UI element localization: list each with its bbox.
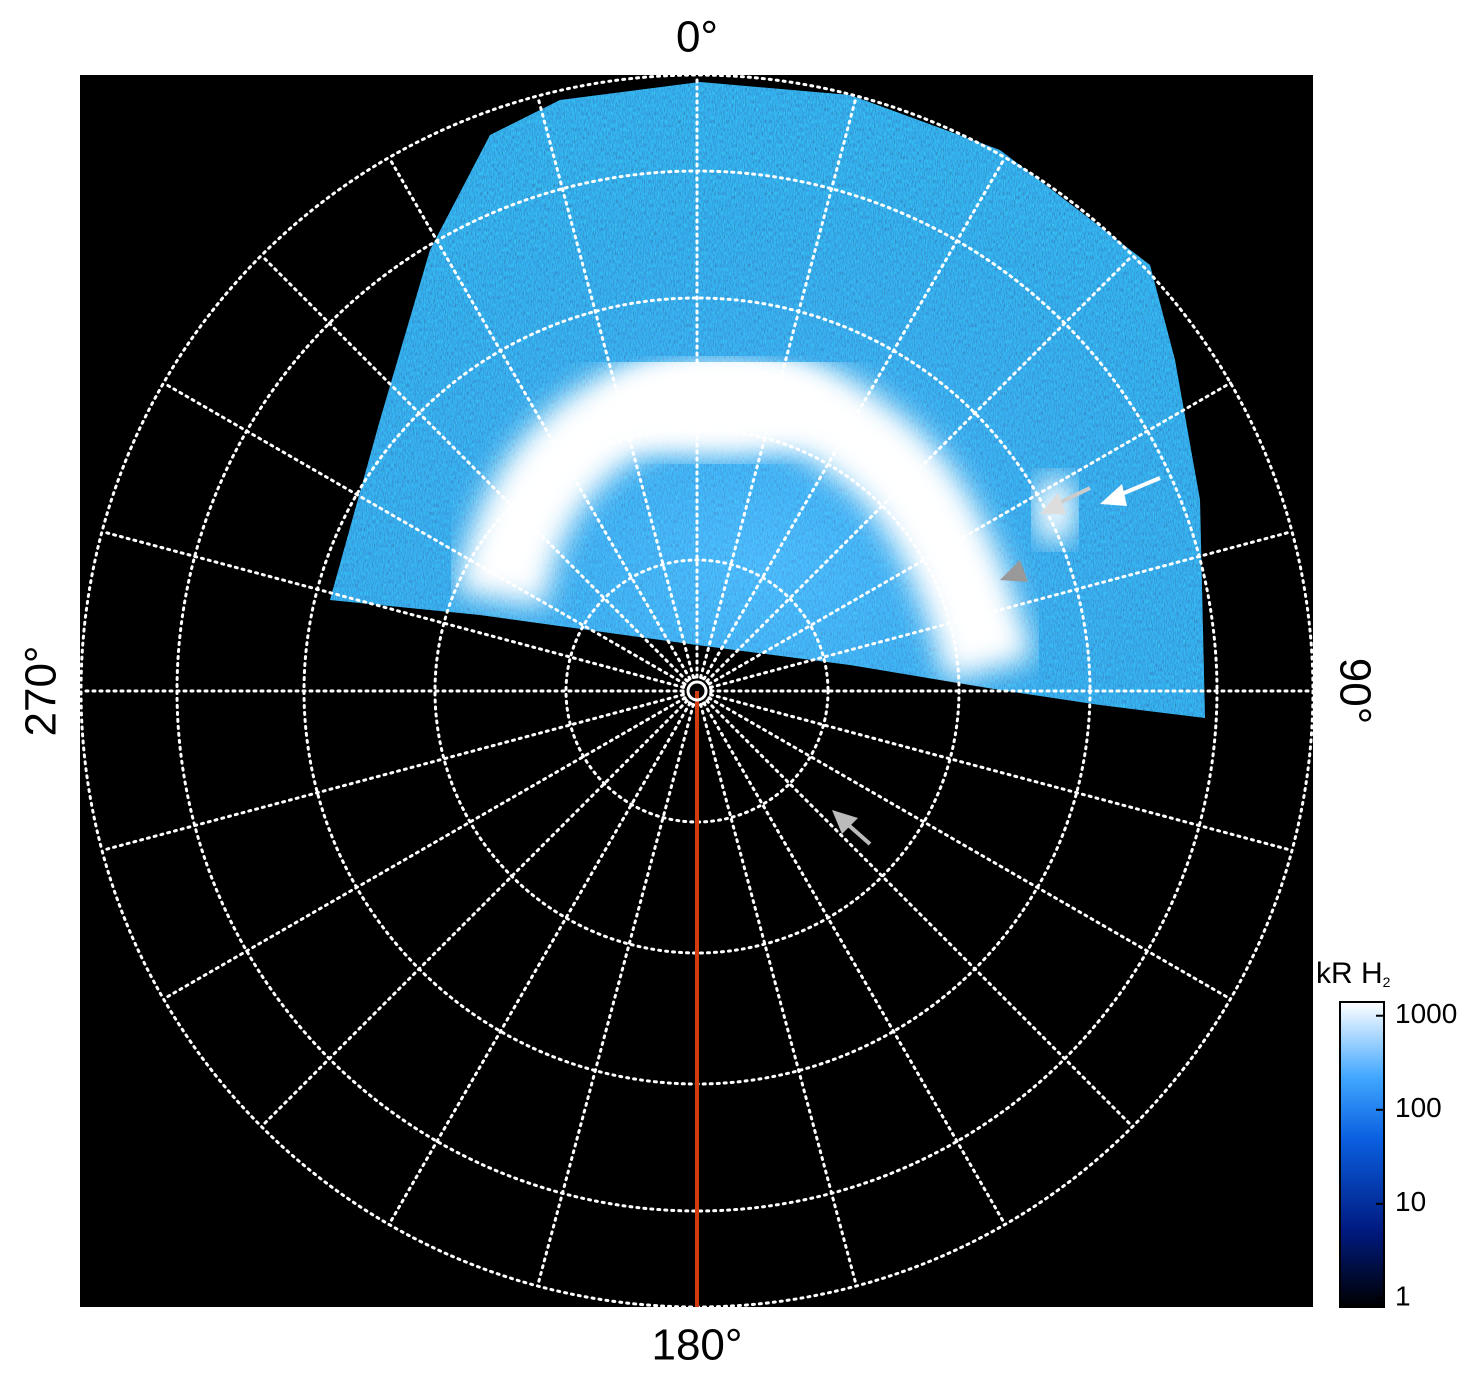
- grid-meridian: [705, 253, 1135, 683]
- grid-meridian: [702, 701, 1007, 1226]
- label-top: 0°: [676, 13, 718, 62]
- label-right: 90°: [1330, 658, 1379, 725]
- grid-meridian: [699, 703, 858, 1288]
- colorbar-title: kR H2: [1316, 957, 1391, 990]
- grid-meridian: [707, 381, 1232, 686]
- grid-meridian: [387, 156, 692, 681]
- grid-meridian: [162, 696, 687, 1001]
- colorbar-tick-label: 10: [1395, 1186, 1426, 1217]
- label-left: 270°: [17, 645, 66, 736]
- grid-meridian: [536, 703, 695, 1288]
- grid-meridian: [707, 696, 1232, 1001]
- grid-meridian: [699, 94, 858, 679]
- grid-meridian: [259, 699, 689, 1129]
- colorbar-tick-label: 1000: [1395, 998, 1457, 1029]
- grid-meridian: [100, 530, 685, 689]
- label-bottom: 180°: [651, 1321, 742, 1370]
- colorbar-tick-label: 1: [1395, 1280, 1411, 1311]
- colorbar: kR H2 1 10 100 1000: [1316, 957, 1457, 1311]
- grid-meridian: [705, 699, 1135, 1129]
- arrows: [832, 476, 1161, 846]
- colorbar-title-subscript: 2: [1383, 974, 1391, 990]
- pole-marker: [686, 680, 708, 702]
- grid-meridian: [100, 693, 685, 852]
- grid-meridian: [162, 381, 687, 686]
- grid-meridian: [702, 156, 1007, 681]
- grid-meridian: [709, 530, 1294, 689]
- grid-meridian: [259, 253, 689, 683]
- colorbar-scale: [1339, 1001, 1385, 1308]
- colorbar-title-text: kR H: [1316, 957, 1383, 990]
- colorbar-tick-label: 100: [1395, 1092, 1442, 1123]
- grid-meridian: [536, 94, 695, 679]
- grid-meridian: [709, 693, 1294, 852]
- grid-meridian: [387, 701, 692, 1226]
